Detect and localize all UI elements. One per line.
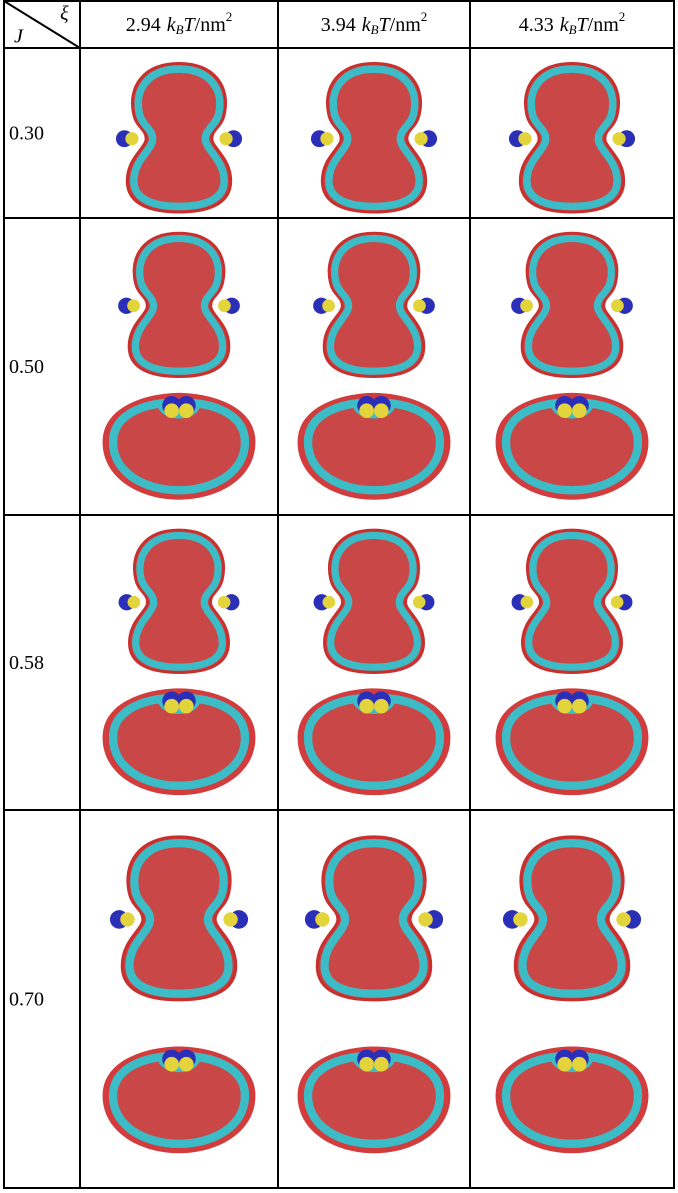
row-label: 0.30 <box>9 123 44 145</box>
vesicle-side-view <box>314 530 435 673</box>
column-header: 4.33 kBT/nm2 <box>519 9 626 37</box>
header-t: T <box>577 14 590 36</box>
vesicle-side-view <box>512 530 633 673</box>
row-label: 0.50 <box>9 356 44 378</box>
vesicle-side-view <box>119 530 240 673</box>
header-unit: /nm <box>588 14 620 36</box>
header-number: 2.94 <box>126 14 161 36</box>
header-sub: B <box>176 22 184 37</box>
header-number: 4.33 <box>519 14 554 36</box>
header-sup: 2 <box>421 9 428 24</box>
vesicle-side-view <box>509 63 635 212</box>
header-number: 3.94 <box>321 14 356 36</box>
vesicle-side-view <box>118 233 240 377</box>
column-header: 3.94 kBT/nm2 <box>321 9 428 37</box>
vesicle-bottom-view <box>496 688 649 795</box>
vesicle-bottom-view <box>103 688 256 795</box>
vesicle-bottom-view <box>298 688 451 795</box>
row-symbol: J <box>14 26 24 48</box>
corner-diagonal <box>3 0 81 49</box>
vesicle-side-view <box>313 233 435 377</box>
vesicle-bottom-view <box>496 1046 649 1153</box>
header-k: k <box>167 14 177 36</box>
header-t: T <box>379 14 392 36</box>
header-sup: 2 <box>619 9 626 24</box>
row-label: 0.58 <box>9 652 44 674</box>
vesicle-bottom-view <box>298 393 451 500</box>
vesicle-bottom-view <box>103 1046 256 1153</box>
header-sub: B <box>569 22 577 37</box>
vesicle-side-view <box>311 63 437 212</box>
table-border <box>3 0 675 1189</box>
vesicle-side-view <box>110 837 248 1000</box>
header-t: T <box>184 14 197 36</box>
vesicle-side-view <box>511 233 633 377</box>
header-sub: B <box>371 22 379 37</box>
vesicle-side-view <box>116 63 242 212</box>
header-k: k <box>362 14 372 36</box>
vesicle-bottom-view <box>496 393 649 500</box>
vesicle-side-view <box>503 837 641 1000</box>
header-unit: /nm <box>195 14 227 36</box>
column-symbol: ξ <box>60 3 69 25</box>
vesicle-bottom-view <box>103 393 256 500</box>
vesicle-side-view <box>305 837 443 1000</box>
vesicle-bottom-view <box>298 1046 451 1153</box>
header-k: k <box>560 14 570 36</box>
header-sup: 2 <box>226 9 233 24</box>
header-unit: /nm <box>390 14 422 36</box>
column-header: 2.94 kBT/nm2 <box>126 9 233 37</box>
row-label: 0.70 <box>9 989 44 1011</box>
